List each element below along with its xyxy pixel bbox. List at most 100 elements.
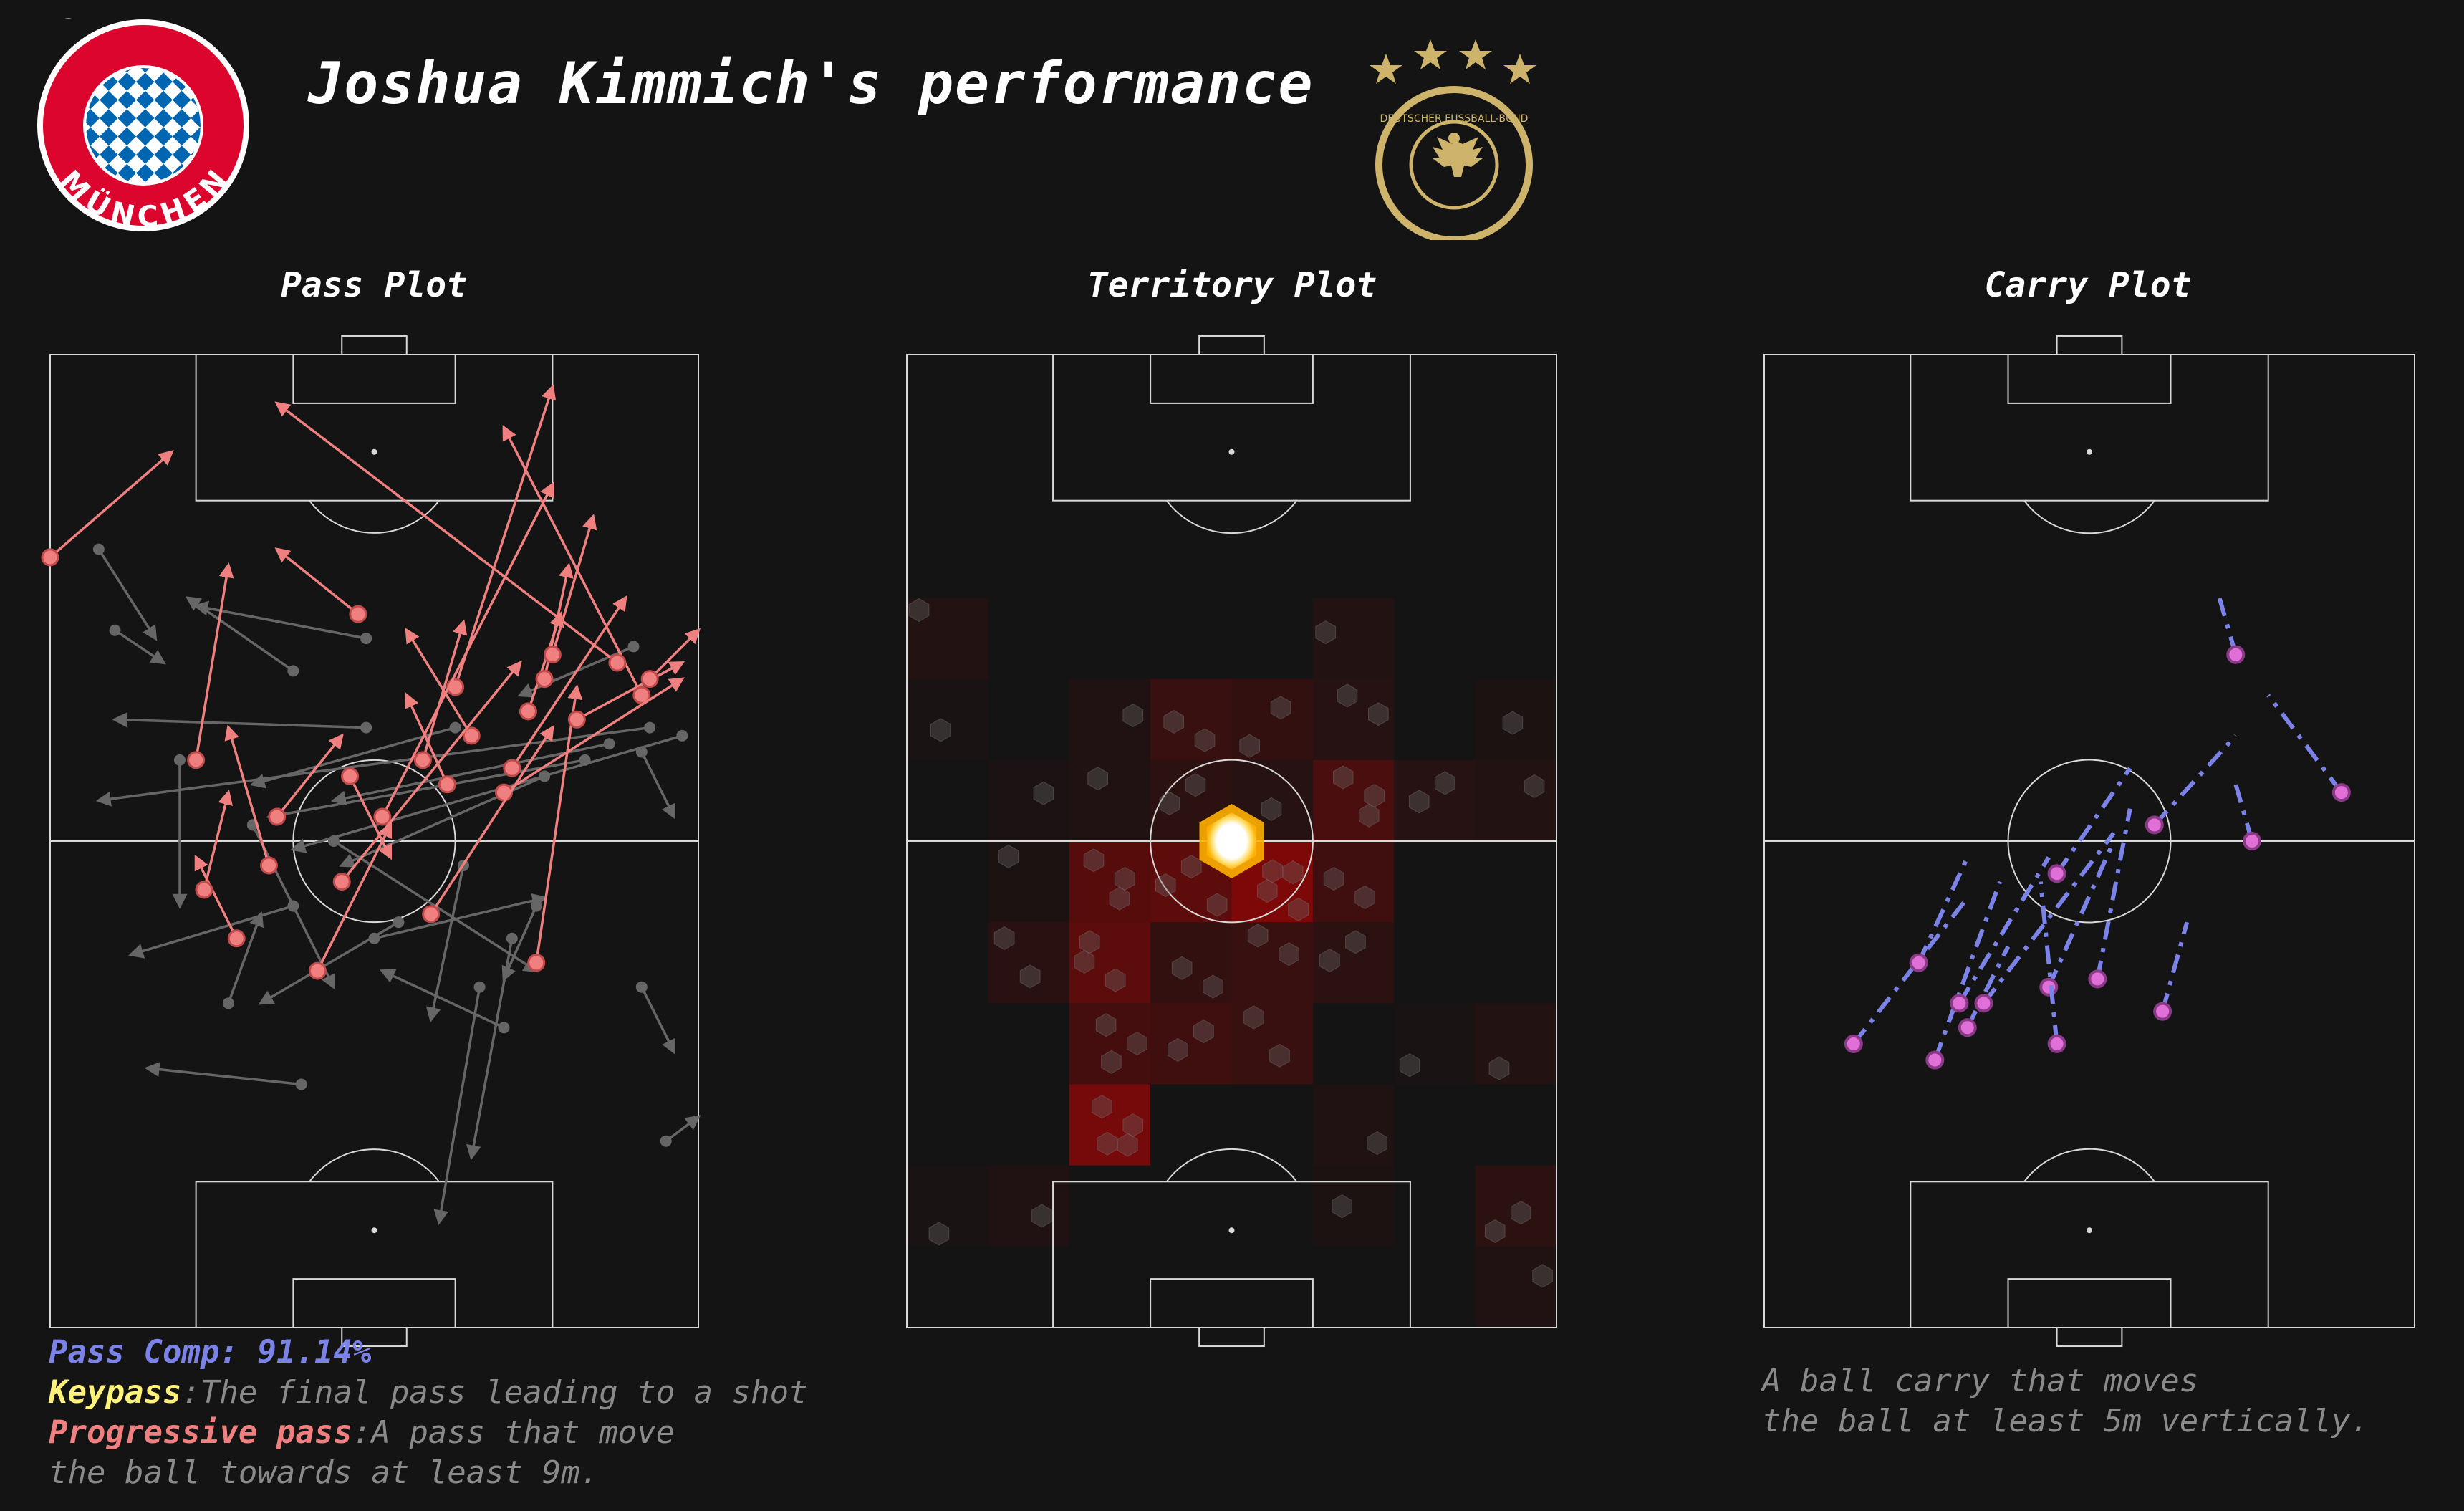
touch-hex — [1095, 1013, 1117, 1037]
progressive-pass-arrow — [274, 547, 359, 615]
carry-note: A ball carry that moves the ball at leas… — [1762, 1361, 2369, 1442]
touch-hex — [1092, 1095, 1112, 1119]
heatmap-cell — [988, 841, 1069, 923]
goal-bottom — [2056, 1327, 2123, 1348]
six-yard-box-bottom — [292, 1278, 456, 1328]
heatmap-cell — [1475, 759, 1556, 841]
touch-hex — [1323, 867, 1344, 891]
regular-pass-arrow — [425, 865, 465, 1023]
touch-hex — [1168, 1037, 1188, 1062]
heatmap-cell — [1475, 1003, 1556, 1085]
regular-pass-origin — [603, 738, 615, 750]
heatmap-cell — [1394, 759, 1476, 841]
touch-hex — [1194, 728, 1216, 752]
touch-hex — [1097, 1131, 1118, 1156]
progressive-pass-arrow — [49, 450, 174, 559]
regular-pass-origin — [530, 900, 542, 912]
regular-pass-origin — [473, 981, 486, 993]
keypass-desc: :The final pass leading to a shot — [181, 1374, 808, 1411]
progressive-pass-arrow — [276, 733, 344, 818]
progressive-pass-origin — [268, 807, 287, 826]
dfb-logo: DEUTSCHER FUSSBALL-BUND — [1361, 18, 1547, 244]
progressive-pass-arrow — [502, 425, 643, 696]
star-icon — [1459, 39, 1492, 69]
carry-origin — [2145, 815, 2164, 835]
touch-hex — [928, 1222, 950, 1246]
touch-hex — [1247, 924, 1269, 948]
penalty-arc-bottom — [1165, 1148, 1298, 1182]
carry-line — [2217, 597, 2238, 656]
carry-line — [1982, 831, 2116, 1005]
touch-hex — [1337, 683, 1358, 708]
penalty-spot-bottom — [371, 1227, 377, 1234]
page-title: Joshua Kimmich's performance — [308, 50, 1314, 117]
regular-pass-origin — [539, 770, 551, 782]
touch-hex — [1180, 855, 1202, 879]
carry-line — [2046, 840, 2116, 988]
progressive-pass-arrow — [421, 619, 468, 761]
progressive-pass-origin — [527, 954, 546, 972]
regular-pass-origin — [287, 665, 299, 677]
penalty-area-bottom — [1910, 1181, 2269, 1329]
heatmap-cell — [1069, 922, 1151, 1004]
progressive-pass-arrow — [224, 724, 271, 866]
regular-pass-arrow — [433, 987, 481, 1226]
progressive-pass-origin — [462, 726, 481, 745]
touch-hex — [1358, 803, 1380, 828]
territory-pitch — [906, 335, 1557, 1348]
six-yard-box-top — [292, 354, 456, 404]
touch-hex — [1087, 767, 1108, 791]
touch-hex — [1155, 873, 1176, 898]
heatmap-cell — [1475, 1246, 1556, 1328]
goal-bottom — [1198, 1327, 1265, 1348]
penalty-arc-top — [1165, 500, 1298, 534]
progressive-pass-origin — [438, 775, 456, 794]
penalty-spot-bottom — [2087, 1227, 2092, 1234]
progressive-pass-origin — [341, 767, 360, 785]
touch-hex — [1367, 1131, 1388, 1156]
carry-line — [2233, 783, 2254, 842]
touch-hex — [1079, 930, 1100, 954]
progressive-pass-origin — [227, 929, 246, 948]
regular-pass-arrow — [114, 629, 166, 665]
regular-pass-origin — [627, 641, 640, 653]
progressive-pass-origin — [41, 548, 59, 567]
regular-pass-arrow — [290, 734, 683, 853]
regular-pass-arrow — [640, 986, 675, 1055]
touch-hex — [1532, 1264, 1553, 1288]
goal-bottom — [341, 1327, 408, 1348]
heatmap-cell — [1069, 759, 1151, 841]
regular-pass-origin — [360, 633, 372, 645]
regular-pass-arrow — [227, 911, 264, 1004]
touch-hex — [1269, 1043, 1290, 1068]
regular-pass-arrow — [249, 726, 456, 789]
heatmap-cell — [1231, 678, 1313, 760]
progressive-pass-arrow — [194, 854, 238, 939]
progressive-pass-origin — [503, 759, 521, 777]
touch-hex — [1122, 703, 1144, 728]
progressive-pass-origin — [608, 653, 627, 672]
pass-plot-title: Pass Plot — [280, 265, 468, 305]
touch-hex — [1243, 1005, 1264, 1030]
regular-pass-arrow — [193, 600, 367, 640]
territory-plot-title: Territory Plot — [1087, 265, 1377, 305]
progressive-pass-arrow — [348, 775, 393, 860]
regular-pass-origin — [660, 1135, 672, 1147]
carry-origin — [2039, 977, 2059, 997]
touch-hex — [1434, 771, 1455, 795]
goal-top — [2056, 335, 2123, 356]
touch-hex — [1117, 1133, 1138, 1157]
penalty-spot-top — [371, 448, 377, 455]
regular-pass-origin — [635, 746, 648, 758]
touch-hex — [908, 598, 930, 623]
regular-pass-arrow — [112, 712, 367, 729]
progressive-pass-arrow — [405, 628, 473, 737]
penalty-arc-top — [309, 500, 440, 534]
penalty-area-bottom — [195, 1181, 554, 1329]
regular-pass-origin — [449, 721, 461, 734]
heatmap-cell — [1312, 1165, 1395, 1247]
heatmap-cell — [988, 1165, 1069, 1247]
heatmap-cell — [1150, 1003, 1232, 1085]
progressive-pass-origin — [195, 881, 213, 899]
